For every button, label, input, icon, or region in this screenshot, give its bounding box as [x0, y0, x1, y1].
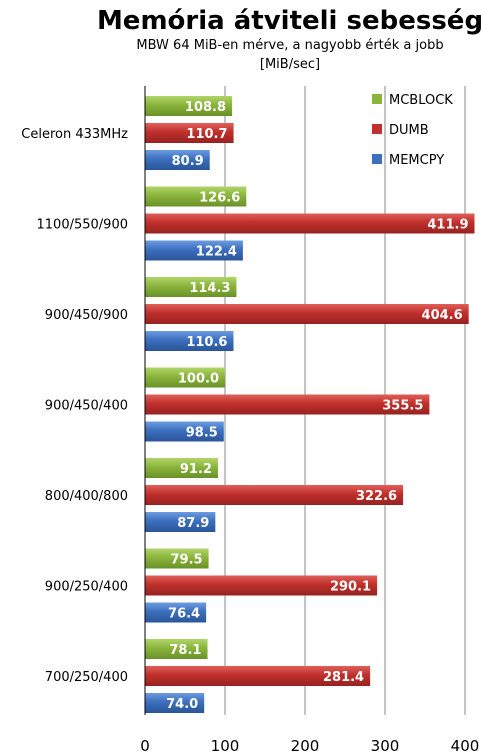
legend-label: MEMCPY [389, 153, 444, 168]
category-label: 700/250/400 [45, 670, 128, 685]
data-label: 355.5 [382, 399, 423, 414]
category-label: 900/450/900 [45, 308, 128, 323]
data-label: 411.9 [427, 218, 468, 233]
legend: MCBLOCK DUMB MEMCPY [372, 93, 453, 168]
category-label: Celeron 433MHz [21, 127, 128, 142]
bar-mcblock [145, 186, 247, 207]
legend-swatch [372, 94, 382, 104]
data-label: 114.3 [189, 281, 230, 296]
bar-memcpy [145, 331, 234, 351]
bar-dumb [145, 394, 430, 415]
legend-swatch [372, 124, 382, 134]
data-label: 78.1 [169, 643, 201, 658]
chart-title: Memória átviteli sebesség [97, 6, 481, 36]
category-label: 900/450/400 [45, 399, 128, 414]
bar-dumb [145, 485, 404, 505]
category-label: 900/250/400 [45, 580, 128, 595]
data-label: 404.6 [422, 308, 463, 323]
bars-group: 108.8 110.7 80.9 126.6 411.9 122.4 114.3 404.6 1… [145, 96, 475, 713]
data-label: 74.0 [166, 697, 198, 712]
x-tick-label: 400 [451, 737, 480, 753]
bar-dumb [145, 213, 475, 234]
bar-mcblock [145, 548, 209, 569]
data-label: 110.6 [186, 335, 227, 350]
bar-memcpy [145, 602, 207, 623]
data-label: 281.4 [323, 670, 364, 685]
legend-label: DUMB [389, 123, 429, 138]
category-labels: Celeron 433MHz 1100/550/900 900/450/900 900… [21, 127, 128, 685]
bar-memcpy [145, 512, 216, 532]
data-label: 100.0 [178, 372, 219, 387]
bar-memcpy [145, 421, 224, 442]
chart-subtitle: MBW 64 MiB-en mérve, a nagyobb érték a j… [136, 38, 443, 53]
bar-memcpy [145, 150, 210, 170]
category-label: 1100/550/900 [37, 218, 128, 233]
data-label: 76.4 [168, 607, 200, 622]
legend-swatch [372, 154, 382, 164]
data-label: 91.2 [180, 462, 212, 477]
data-label: 290.1 [330, 580, 371, 595]
x-tick-label: 200 [291, 737, 320, 753]
data-label: 322.6 [356, 489, 397, 504]
unit-label: [MiB/sec] [260, 57, 320, 72]
bar-dumb [145, 666, 371, 686]
data-label: 87.9 [177, 516, 209, 531]
x-tick-label: 100 [211, 737, 240, 753]
bar-dumb [145, 123, 234, 143]
bar-memcpy [145, 240, 243, 261]
bar-mcblock [145, 639, 208, 659]
data-label: 98.5 [186, 426, 218, 441]
data-label: 110.7 [186, 127, 227, 142]
category-label: 800/400/800 [45, 489, 128, 504]
legend-label: MCBLOCK [389, 93, 453, 108]
data-label: 79.5 [171, 553, 203, 568]
bar-mcblock [145, 367, 225, 388]
bar-mcblock [145, 96, 233, 116]
data-label: 122.4 [196, 245, 237, 260]
bar-mcblock [145, 277, 237, 297]
x-tick-label: 300 [371, 737, 400, 753]
bar-dumb [145, 304, 469, 324]
bar-dumb [145, 575, 378, 596]
data-label: 126.6 [199, 191, 240, 206]
data-label: 108.8 [185, 100, 226, 115]
data-label: 80.9 [172, 154, 204, 169]
x-tick-label: 0 [140, 737, 150, 753]
x-axis-ticks: 0 100 200 300 400 [140, 737, 479, 753]
bar-mcblock [145, 458, 218, 478]
bar-memcpy [145, 693, 205, 713]
